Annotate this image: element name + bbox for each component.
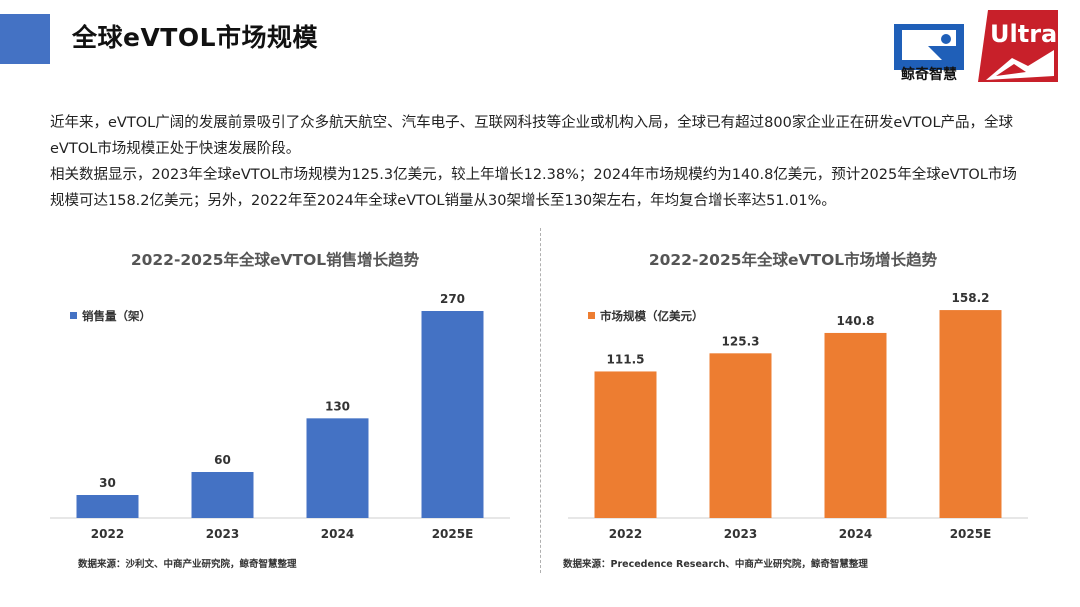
source-note-left: 数据来源：沙利文、中商产业研究院，鲸奇智慧整理 bbox=[78, 559, 297, 570]
data-label: 30 bbox=[99, 476, 116, 490]
bar-2025E bbox=[421, 311, 484, 518]
chart-title: 2022-2025年全球eVTOL销售增长趋势 bbox=[131, 250, 420, 269]
market-chart: 2022-2025年全球eVTOL市场增长趋势市场规模（亿美元） 111.5 202… bbox=[548, 228, 1048, 562]
bar-2024 bbox=[824, 332, 887, 518]
page-title: 全球eVTOL市场规模 bbox=[72, 23, 319, 52]
intro-line-2: 相关数据显示，2023年全球eVTOL市场规模为125.3亿美元，较上年增长12… bbox=[50, 167, 1017, 209]
x-tick-label: 2025E bbox=[950, 527, 992, 541]
chart-divider bbox=[540, 228, 541, 573]
bar-2024 bbox=[306, 418, 369, 518]
bar-2023 bbox=[709, 353, 772, 518]
x-tick-label: 2022 bbox=[91, 527, 124, 541]
data-label: 270 bbox=[440, 292, 465, 306]
x-tick-label: 2022 bbox=[609, 527, 642, 541]
data-label: 60 bbox=[214, 453, 231, 467]
logo-text: 鲸奇智慧 bbox=[901, 67, 957, 83]
data-label: 158.2 bbox=[952, 291, 990, 305]
legend-label: 市场规模（亿美元） bbox=[600, 309, 704, 323]
chart-title: 2022-2025年全球eVTOL市场增长趋势 bbox=[649, 250, 938, 269]
intro-line-1: 近年来，eVTOL广阔的发展前景吸引了众多航天航空、汽车电子、互联网科技等企业或… bbox=[50, 115, 1014, 157]
legend-swatch bbox=[70, 312, 77, 319]
legend-label: 销售量（架） bbox=[82, 309, 151, 323]
x-tick-label: 2023 bbox=[206, 527, 239, 541]
sales-chart: 2022-2025年全球eVTOL销售增长趋势销售量（架） 30 2022 60 202… bbox=[30, 228, 530, 562]
legend-swatch bbox=[588, 312, 595, 319]
ultra-brand-logo: Ultra bbox=[978, 10, 1058, 82]
data-label: 111.5 bbox=[607, 352, 645, 366]
x-tick-label: 2024 bbox=[321, 527, 354, 541]
title-accent-bar bbox=[0, 14, 50, 64]
source-note-right: 数据来源：Precedence Research、中商产业研究院，鲸奇智慧整理 bbox=[563, 559, 868, 570]
x-tick-label: 2023 bbox=[724, 527, 757, 541]
bar-2023 bbox=[191, 472, 254, 518]
x-tick-label: 2025E bbox=[432, 527, 474, 541]
jingqi-logo-icon bbox=[894, 24, 964, 70]
x-tick-label: 2024 bbox=[839, 527, 872, 541]
bar-2025E bbox=[939, 310, 1002, 518]
data-label: 140.8 bbox=[837, 314, 875, 328]
data-label: 125.3 bbox=[722, 334, 760, 348]
intro-paragraph: 近年来，eVTOL广阔的发展前景吸引了众多航天航空、汽车电子、互联网科技等企业或… bbox=[50, 110, 1025, 214]
brand-text: Ultra bbox=[990, 20, 1057, 48]
bar-2022 bbox=[76, 495, 139, 518]
data-label: 130 bbox=[325, 399, 350, 413]
bar-2022 bbox=[594, 371, 657, 518]
